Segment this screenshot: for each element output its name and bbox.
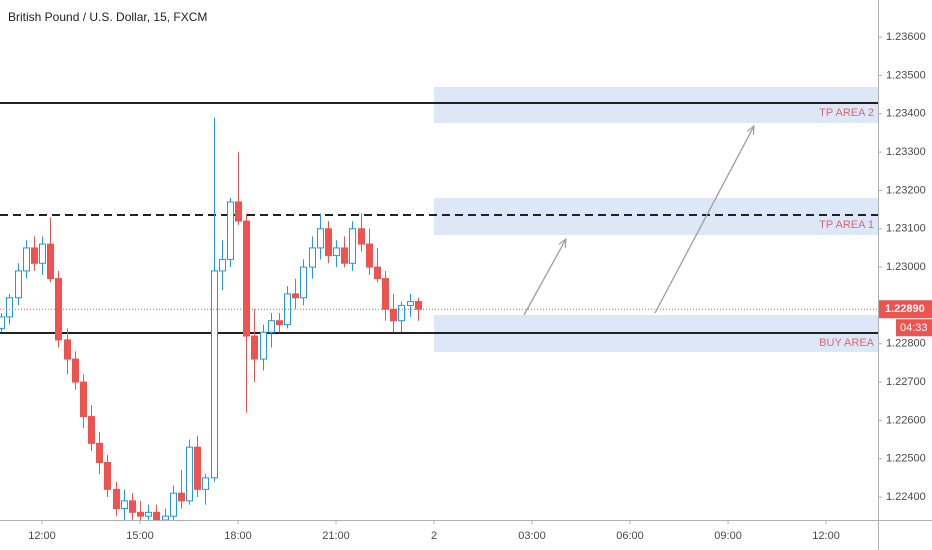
- y-tick-label: 1.23100: [886, 223, 926, 235]
- candle-body: [251, 335, 258, 360]
- candle-body: [366, 243, 373, 268]
- candle-body: [333, 247, 340, 257]
- candle-body: [341, 247, 348, 264]
- candle-body: [15, 270, 22, 299]
- chart-title: British Pound / U.S. Dollar, 15, FXCM: [8, 10, 207, 24]
- zone-label: BUY AREA: [819, 337, 874, 349]
- candles: [0, 117, 422, 520]
- candle-body: [6, 297, 13, 318]
- candle-body: [170, 492, 177, 517]
- candle-body: [382, 278, 389, 310]
- candle-body: [349, 228, 356, 264]
- x-tick-label: 15:00: [126, 530, 154, 542]
- countdown-tag: [896, 319, 932, 337]
- candle-body: [407, 301, 414, 306]
- y-tick-label: 1.23400: [886, 108, 926, 120]
- price-tag: [879, 300, 932, 319]
- candle-body: [358, 228, 365, 245]
- y-tick-label: 1.23000: [886, 261, 926, 273]
- arrow: [654, 126, 754, 314]
- candle-body: [96, 442, 103, 464]
- candle-body: [0, 316, 5, 329]
- y-tick-label: 1.22800: [886, 338, 926, 350]
- candle-body: [186, 446, 193, 502]
- candle-body: [227, 201, 234, 260]
- y-tick-label: 1.23600: [886, 31, 926, 43]
- countdown-label: 04:33: [900, 322, 928, 334]
- candle-body: [325, 228, 332, 257]
- candle-body: [300, 266, 307, 299]
- candle-body: [390, 308, 397, 322]
- candle-body: [309, 247, 316, 268]
- candle-body: [276, 320, 283, 326]
- candle-body: [211, 270, 218, 479]
- price-tag-label: 1.22890: [885, 303, 925, 315]
- x-tick-label: 09:00: [714, 530, 742, 542]
- candle-body: [178, 492, 185, 502]
- zone-label: TP AREA 1: [819, 219, 874, 231]
- candle-body: [202, 477, 209, 490]
- candle-body: [55, 278, 62, 341]
- candle-body: [129, 500, 136, 513]
- candle-body: [292, 293, 299, 299]
- candle-body: [23, 247, 30, 272]
- candle-body: [243, 220, 250, 337]
- candle-body: [104, 462, 111, 490]
- candle-body: [374, 266, 381, 280]
- candle-body: [72, 358, 79, 383]
- arrow: [523, 239, 566, 316]
- tp-zone-2: [434, 87, 878, 123]
- x-tick-label: 12:00: [28, 530, 56, 542]
- candle-body: [268, 320, 275, 333]
- drawings: TP AREA 2 TP AREA 1 BUY AREA: [0, 87, 878, 352]
- x-tick-label: 12:00: [812, 530, 840, 542]
- candle-body: [317, 228, 324, 249]
- candle-body: [31, 247, 38, 264]
- candle-body: [145, 511, 152, 517]
- candle-body: [153, 511, 160, 520]
- x-tick-label: 06:00: [616, 530, 644, 542]
- tp-zone-1: [434, 198, 878, 235]
- candle-body: [235, 201, 242, 222]
- x-tick-label: 03:00: [518, 530, 546, 542]
- y-tick-label: 1.22600: [886, 414, 926, 426]
- y-tick-label: 1.22400: [886, 491, 926, 503]
- candle-body: [260, 331, 267, 360]
- candle-body: [284, 293, 291, 326]
- y-tick-label: 1.22700: [886, 376, 926, 388]
- x-tick-label: 18:00: [224, 530, 252, 542]
- y-tick-label: 1.23200: [886, 184, 926, 196]
- x-tick-label: 21:00: [322, 530, 350, 542]
- candle-body: [398, 304, 405, 322]
- candle-body: [88, 416, 95, 444]
- candle-body: [219, 258, 226, 272]
- x-tick-label: 2: [431, 530, 437, 542]
- y-tick-label: 1.23500: [886, 69, 926, 81]
- candle-body: [194, 446, 201, 490]
- candle-body: [39, 243, 46, 264]
- candle-body: [113, 488, 120, 510]
- candle-body: [415, 301, 422, 310]
- candle-body: [121, 500, 128, 510]
- candle-body: [137, 511, 144, 517]
- candle-body: [47, 243, 54, 280]
- y-tick-label: 1.22500: [886, 453, 926, 465]
- candle-body: [80, 381, 87, 418]
- zone-label: TP AREA 2: [819, 107, 874, 119]
- candle-body: [64, 339, 71, 360]
- y-tick-label: 1.23300: [886, 146, 926, 158]
- candle-body: [162, 515, 169, 520]
